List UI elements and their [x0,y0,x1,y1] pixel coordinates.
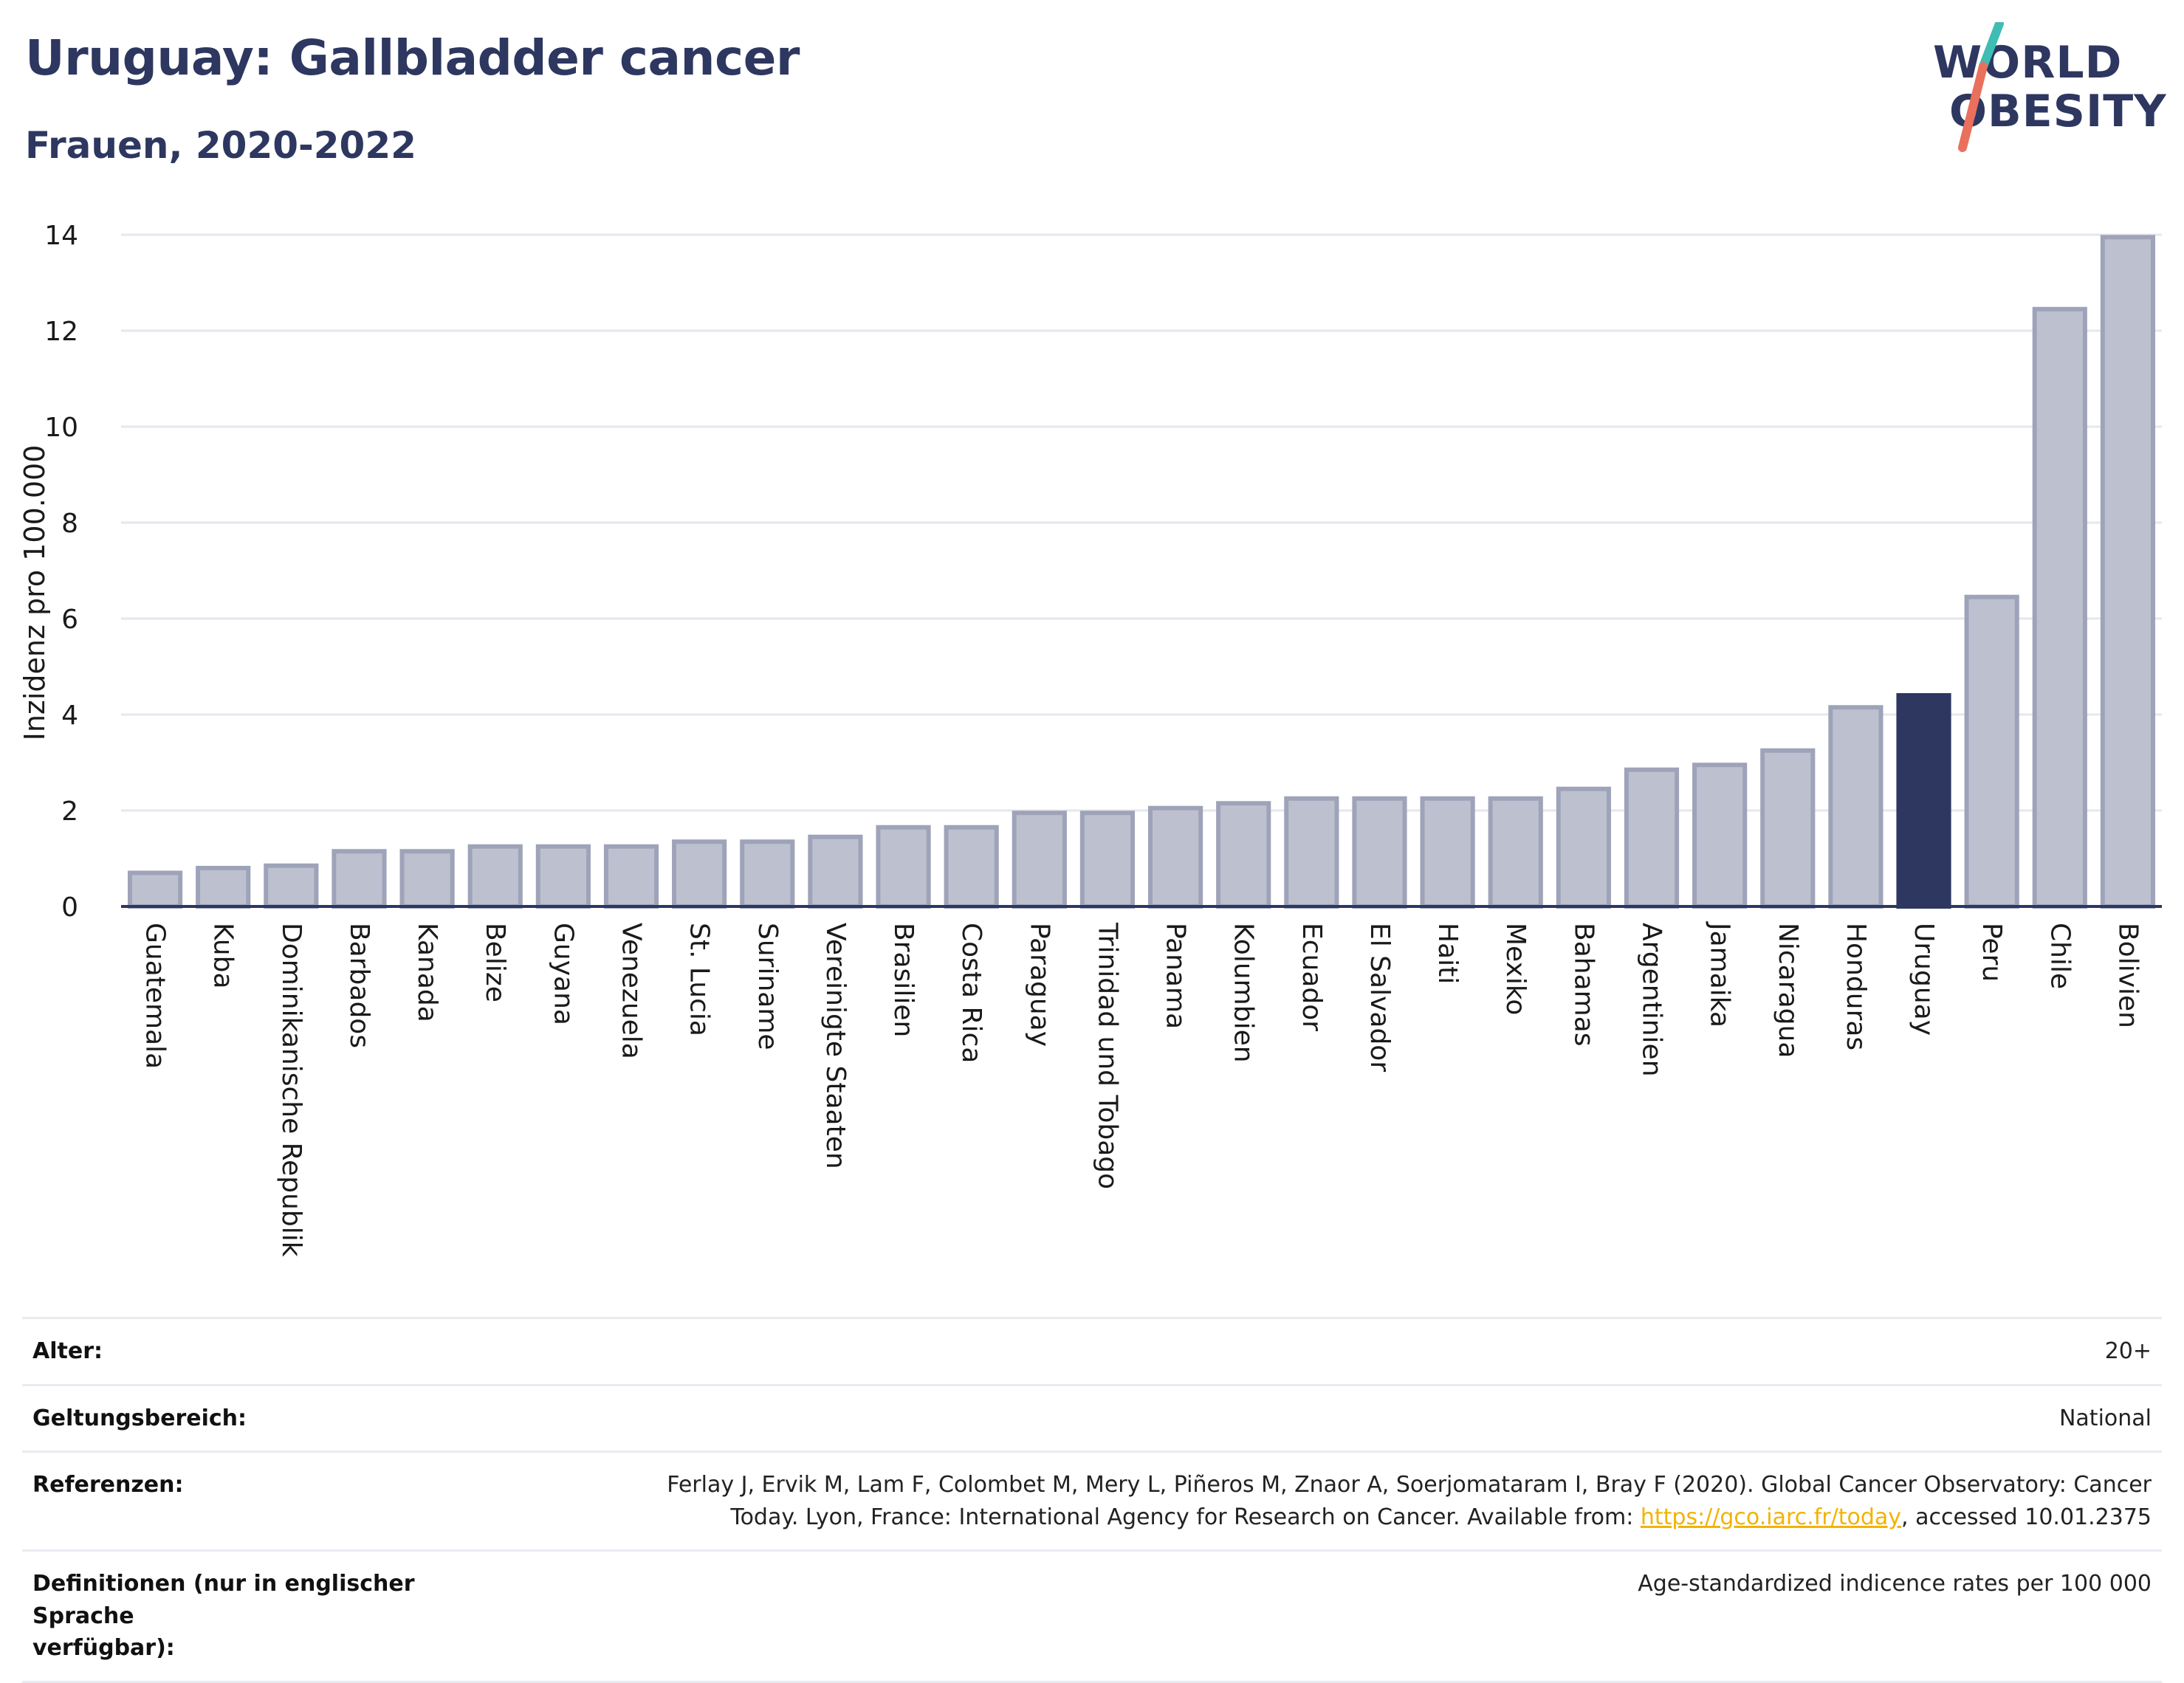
logo-slash-icon [1958,22,2004,152]
bar-mexiko[interactable] [1488,796,1543,909]
x-axis-ticks: Guatemala Kuba Dominikanische Republik Barb… [140,921,2143,1257]
bar-honduras[interactable] [1828,705,1883,909]
bar-guatemala[interactable] [127,870,183,909]
x-tick-label: Venezuela [617,923,647,1059]
references-text: Ferlay J, Ervik M, Lam F, Colombet M, Me… [515,1450,2162,1552]
x-tick-label: Paraguay [1024,923,1054,1047]
bar-brasilien[interactable] [876,825,931,909]
x-tick-label: Brasilien [888,923,918,1037]
bar-argentinien[interactable] [1624,767,1680,909]
y-tick-label: 8 [61,509,78,539]
bar-panama[interactable] [1147,805,1203,909]
x-tick-label: Trinidad und Tobago [1092,922,1122,1189]
x-tick-label: Jamaika [1705,921,1735,1028]
reference-link[interactable]: https://gco.iarc.fr/today [1640,1504,1902,1530]
bar-jamaika[interactable] [1692,763,1748,909]
x-tick-label: Bolivien [2112,923,2143,1028]
y-gridlines [121,233,2162,908]
x-tick-label: Ecuador [1297,923,1327,1031]
x-tick-label: Uruguay [1909,923,1939,1036]
bar-paraguay[interactable] [1012,810,1067,909]
y-tick-label: 2 [61,796,78,827]
bar-suriname[interactable] [740,839,795,909]
bar-chile[interactable] [2032,306,2087,909]
references-accessed: , accessed 10.01.2375 [1901,1504,2152,1530]
x-tick-label: Nicaragua [1773,923,1803,1058]
bar-el-salvador[interactable] [1352,796,1407,909]
x-tick-label: St. Lucia [684,923,715,1036]
x-tick-label: Argentinien [1637,923,1667,1077]
logo-word-2: OBESITY [1949,86,2167,137]
references-line-1: Ferlay J, Ervik M, Lam F, Colombet M, Me… [667,1472,2152,1498]
bars [127,235,2156,909]
y-tick-label: 12 [44,317,78,347]
x-tick-label: Kanada [412,923,442,1022]
x-tick-label: Haiti [1432,923,1463,984]
x-tick-label: Kolumbien [1229,923,1259,1063]
bar-nicaragua[interactable] [1760,748,1816,909]
logo-word-1: WORLD [1933,37,2123,89]
x-tick-label: Bahamas [1568,923,1598,1047]
x-tick-label: Belize [480,923,510,1002]
y-tick-label: 10 [44,413,78,443]
bar-barbados[interactable] [332,849,387,909]
y-tick-label: 4 [61,701,78,731]
info-row-scope: Geltungsbereich: National [22,1383,2162,1453]
y-axis-ticks: 0 2 4 6 8 10 12 14 [44,221,78,923]
info-table: Alter: 20+ Geltungsbereich: National Ref… [22,1317,2162,1683]
x-tick-label: Panama [1161,923,1191,1029]
bar-kanada[interactable] [399,849,455,909]
info-value: 20+ [515,1317,2162,1386]
info-key: Referenzen: [22,1450,515,1552]
bar-belize[interactable] [467,844,523,909]
y-tick-label: 0 [61,892,78,923]
x-tick-label: Guatemala [140,923,171,1069]
x-tick-label: El Salvador [1364,923,1395,1072]
bar-st-lucia[interactable] [672,839,727,909]
bar-bahamas[interactable] [1556,786,1611,909]
info-row-references: Referenzen: Ferlay J, Ervik M, Lam F, Co… [22,1450,2162,1552]
x-tick-label: Mexiko [1500,923,1531,1015]
x-tick-label: Kuba [208,923,238,989]
x-tick-label: Barbados [344,923,374,1048]
info-key: Geltungsbereich: [22,1383,515,1453]
bar-uruguay[interactable] [1896,693,1951,909]
x-tick-label: Suriname [752,923,783,1050]
chart-title: Uruguay: Gallbladder cancer [25,30,800,86]
bar-dominikanische-republik[interactable] [264,863,319,909]
x-tick-label: Costa Rica [956,923,986,1063]
y-tick-label: 14 [44,221,78,251]
bar-costa-rica[interactable] [944,825,999,909]
bar-kuba[interactable] [196,866,251,909]
world-obesity-logo[interactable]: WORLD OBESITY [1920,22,2171,155]
bar-venezuela[interactable] [603,844,659,909]
bar-chart: 0 2 4 6 8 10 12 14 Inzidenz pro 100.000 Guatema… [18,221,2162,1257]
chart-subtitle: Frauen, 2020-2022 [25,124,416,167]
references-line-2: Today. Lyon, France: International Agenc… [730,1504,1641,1530]
bar-trinidad-und-tobago[interactable] [1079,810,1136,909]
info-value: Age-standardized indicence rates per 100… [515,1549,2162,1683]
x-tick-label: Chile [2044,923,2075,989]
bar-ecuador[interactable] [1284,796,1339,909]
x-tick-label: Peru [1977,923,2007,982]
x-tick-label: Dominikanische Republik [276,923,306,1257]
info-value: National [515,1383,2162,1453]
bar-peru[interactable] [1964,594,2019,909]
y-axis-label: Inzidenz pro 100.000 [18,445,51,741]
y-tick-label: 6 [61,605,78,635]
x-tick-label: Vereinigte Staaten [820,923,851,1169]
info-key: Definitionen (nur in englischer Sprache … [22,1549,515,1683]
bar-vereinigte-staaten[interactable] [808,834,863,909]
bar-bolivien[interactable] [2100,235,2156,909]
info-row-age: Alter: 20+ [22,1317,2162,1386]
definitions-key-line-2: verfügbar): [32,1635,175,1661]
definitions-key-line-1: Definitionen (nur in englischer Sprache [32,1571,415,1629]
x-tick-label: Guyana [548,923,578,1025]
x-tick-label: Honduras [1841,923,1871,1050]
bar-guyana[interactable] [535,844,591,909]
info-row-definitions: Definitionen (nur in englischer Sprache … [22,1549,2162,1683]
bar-kolumbien[interactable] [1216,801,1271,909]
info-key: Alter: [22,1317,515,1386]
bar-haiti[interactable] [1420,796,1475,909]
